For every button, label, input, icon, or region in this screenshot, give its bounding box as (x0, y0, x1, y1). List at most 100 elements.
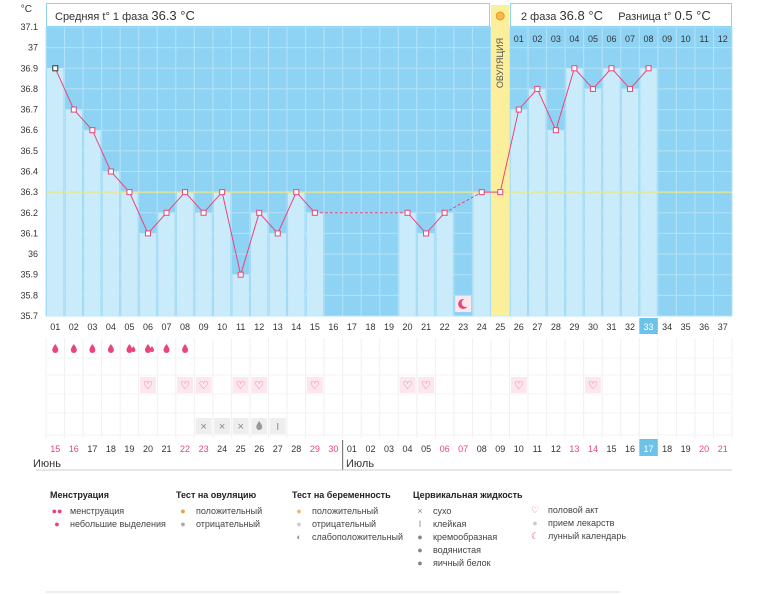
phase2-day-label: 06 (606, 34, 616, 44)
cycle-day-label: 20 (403, 322, 413, 332)
legend-item: ● небольшие выделения (50, 518, 166, 531)
temperature-point (534, 85, 541, 92)
test-positive-icon: ● (180, 506, 186, 516)
date-label: 06 (440, 444, 450, 454)
y-tick-label: 35.8 (20, 290, 38, 300)
date-label: 07 (458, 444, 468, 454)
heart-cell (232, 377, 249, 393)
cycle-day-label: 37 (718, 322, 728, 332)
date-label: 24 (217, 444, 227, 454)
diff-label: Разница t° (618, 11, 672, 23)
watery-icon (256, 421, 263, 431)
today-highlight (639, 439, 658, 456)
y-tick-label: 36.9 (20, 63, 38, 73)
y-tick-label: 35.9 (20, 270, 38, 280)
cycle-day-label: 29 (569, 322, 579, 332)
heart-icon: ♡ (588, 380, 598, 392)
temperature-bar (232, 274, 249, 316)
date-label: 15 (50, 444, 60, 454)
cervical-cell (232, 418, 249, 434)
temperature-bar (547, 130, 565, 316)
cervical-cell (214, 418, 231, 434)
y-tick-label: 37.1 (20, 22, 38, 32)
temperature-bar (269, 233, 287, 316)
heart-cell (584, 377, 601, 393)
date-label: 04 (403, 444, 413, 454)
temperature-point (423, 230, 430, 237)
moon-icon-cutout (461, 299, 470, 307)
date-label: 26 (254, 444, 264, 454)
heart-icon: ♡ (180, 380, 190, 392)
heart-icon: ♡ (421, 380, 431, 392)
dry-icon: × (219, 421, 225, 433)
legend-item: ● отрицательный (176, 518, 262, 531)
y-tick-label: 36.8 (20, 84, 38, 94)
date-label: 10 (514, 444, 524, 454)
phase2-day-label: 02 (532, 34, 542, 44)
y-tick-label: 36.7 (20, 105, 38, 115)
phase2-label: 2 фаза (521, 11, 557, 23)
y-tick-label: 37 (28, 43, 38, 53)
cycle-day-label: 14 (291, 322, 301, 332)
month-june: Июнь (33, 458, 61, 470)
legend-title: Тест на овуляцию (176, 490, 257, 500)
cycle-day-label: 08 (180, 322, 190, 332)
date-label: 16 (625, 444, 635, 454)
date-label: 19 (681, 444, 691, 454)
temperature-bar (529, 88, 546, 316)
pregnancy-positive-icon: ● (296, 506, 302, 516)
heart-cell (139, 377, 156, 393)
phase2-value: 36.8 °C (559, 8, 603, 23)
cycle-day-label: 07 (162, 322, 172, 332)
drops-icon: ●● (51, 506, 63, 516)
temperature-bar (584, 88, 602, 316)
temperature-bar (417, 233, 435, 316)
temperature-point (441, 209, 448, 216)
pregnancy-weak-icon: ◐ (296, 532, 302, 542)
heart-icon: ♡ (310, 380, 320, 392)
phase2-day-label: 12 (718, 34, 728, 44)
date-label: 20 (143, 444, 153, 454)
phase1-header: Средняя t° 1 фаза 36.3 °C (46, 3, 490, 27)
date-label: 27 (273, 444, 283, 454)
cycle-day-label: 25 (495, 322, 505, 332)
cycle-day-label: 27 (532, 322, 542, 332)
phase2-day-label: 03 (551, 34, 561, 44)
legend-item: ● яичный белок (413, 557, 523, 570)
temperature-bar (306, 212, 324, 316)
date-label: 20 (699, 444, 709, 454)
temperature-point (237, 271, 244, 278)
cycle-day-label: 30 (588, 322, 598, 332)
cycle-day-label: 05 (124, 322, 134, 332)
date-label: 01 (347, 444, 357, 454)
date-label: 21 (162, 444, 172, 454)
heart-cell (399, 377, 416, 393)
legend-item: ● кремообразная (413, 531, 523, 544)
heart-icon: ♡ (199, 380, 209, 392)
temperature-point (627, 85, 634, 92)
date-label: 08 (477, 444, 487, 454)
moon-icon: ☾ (530, 531, 540, 541)
temperature-bar (176, 192, 194, 316)
phase2-day-label: 10 (681, 34, 691, 44)
y-axis-unit: °C (21, 4, 32, 15)
temperature-point (219, 189, 226, 196)
cycle-day-label: 17 (347, 322, 357, 332)
y-tick-label: 36 (28, 249, 38, 259)
heart-cell (306, 377, 323, 393)
date-label: 15 (606, 444, 616, 454)
cycle-day-label: 31 (606, 322, 616, 332)
date-label: 22 (180, 444, 190, 454)
legend-item: ◐ слабоположительный (292, 531, 403, 544)
heart-icon: ♡ (236, 380, 246, 392)
drop-icon: ● (54, 519, 60, 529)
temperature-bar (195, 212, 212, 316)
date-label: 30 (328, 444, 338, 454)
temperature-point (645, 65, 652, 72)
cycle-day-label: 28 (551, 322, 561, 332)
date-label: 18 (662, 444, 672, 454)
phase2-day-label: 08 (644, 34, 654, 44)
cycle-day-label: 01 (50, 322, 60, 332)
